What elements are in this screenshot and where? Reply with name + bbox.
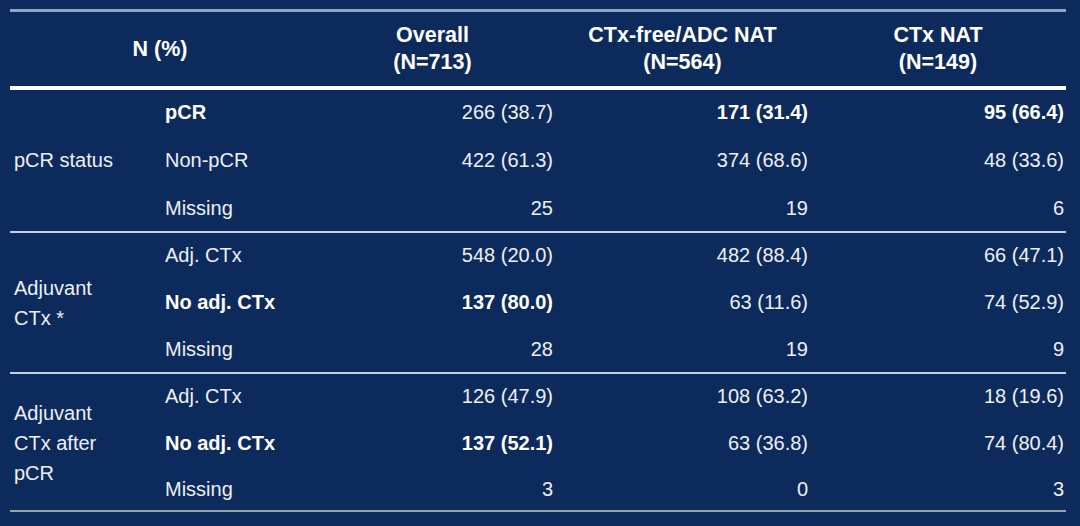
cell-value: 28 (310, 326, 555, 373)
cell-value: 108 (63.2) (555, 373, 810, 420)
row-label-no-adj-ctx: No adj. CTx (150, 420, 310, 466)
cell-value: 18 (19.6) (810, 373, 1066, 420)
row-label-pcr: pCR (150, 88, 310, 136)
cell-value: 66 (47.1) (810, 232, 1066, 279)
row-label-missing: Missing (150, 466, 310, 512)
cell-value: 6 (810, 184, 1066, 232)
cell-value: 137 (80.0) (310, 279, 555, 326)
cell-value: 74 (80.4) (810, 420, 1066, 466)
table-top-rule (10, 9, 1066, 12)
cell-value: 0 (555, 466, 810, 512)
row-label-missing: Missing (150, 326, 310, 373)
cell-value: 137 (52.1) (310, 420, 555, 466)
row-label-non-pcr: Non-pCR (150, 136, 310, 184)
header-col-ctx-nat: CTx NAT (N=149) (810, 10, 1066, 88)
cell-value: 74 (52.9) (810, 279, 1066, 326)
group-separator-rule (10, 372, 1066, 374)
cell-value: 422 (61.3) (310, 136, 555, 184)
results-table-slide: N (%) Overall (N=713) CTx-free/ADC NAT (… (0, 0, 1080, 526)
cell-value: 171 (31.4) (555, 88, 810, 136)
cell-value: 266 (38.7) (310, 88, 555, 136)
header-col-ctx-free-adc-nat: CTx-free/ADC NAT (N=564) (555, 10, 810, 88)
row-label-adj-ctx: Adj. CTx (150, 232, 310, 279)
group-label-adjuvant-ctx: Adjuvant CTx * (10, 232, 150, 373)
group-separator-rule (10, 231, 1066, 233)
cell-value: 482 (88.4) (555, 232, 810, 279)
data-table: N (%) Overall (N=713) CTx-free/ADC NAT (… (10, 10, 1066, 512)
group-label-adjuvant-ctx-after-pcr: Adjuvant CTx after pCR (10, 373, 150, 512)
row-label-adj-ctx: Adj. CTx (150, 373, 310, 420)
cell-value: 95 (66.4) (810, 88, 1066, 136)
header-bottom-rule (10, 86, 1066, 90)
cell-value: 126 (47.9) (310, 373, 555, 420)
group-label-pcr-status: pCR status (10, 88, 150, 232)
cell-value: 63 (36.8) (555, 420, 810, 466)
header-col-overall: Overall (N=713) (310, 10, 555, 88)
cell-value: 48 (33.6) (810, 136, 1066, 184)
row-label-missing: Missing (150, 184, 310, 232)
cell-value: 19 (555, 184, 810, 232)
cell-value: 19 (555, 326, 810, 373)
cell-value: 548 (20.0) (310, 232, 555, 279)
cell-value: 63 (11.6) (555, 279, 810, 326)
row-label-no-adj-ctx: No adj. CTx (150, 279, 310, 326)
cell-value: 3 (310, 466, 555, 512)
table-bottom-rule (10, 510, 1066, 512)
cell-value: 374 (68.6) (555, 136, 810, 184)
cell-value: 3 (810, 466, 1066, 512)
cell-value: 9 (810, 326, 1066, 373)
cell-value: 25 (310, 184, 555, 232)
header-n-percent: N (%) (10, 10, 310, 88)
